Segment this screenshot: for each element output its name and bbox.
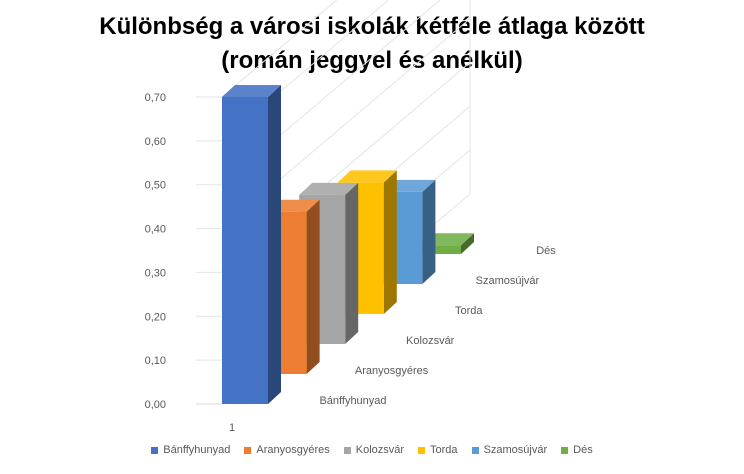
y-tick-label: 0,70 bbox=[145, 92, 166, 104]
legend-swatch bbox=[418, 446, 426, 454]
y-tick-label: 0,10 bbox=[145, 355, 166, 367]
chart-title-line-1: Különbség a városi iskolák kétféle átlag… bbox=[99, 13, 645, 40]
legend-label: Dés bbox=[573, 444, 593, 456]
series-axis-label-5: Dés bbox=[536, 245, 556, 257]
legend-swatch bbox=[471, 446, 479, 454]
bar-side-2 bbox=[345, 182, 359, 344]
y-tick-label: 0,30 bbox=[145, 267, 166, 279]
bar-side-1 bbox=[306, 199, 320, 374]
bar-side-0 bbox=[268, 85, 281, 404]
legend-swatch bbox=[343, 446, 351, 454]
chart-plot: 0,00 0,10 0,20 0,30 0,40 0,50 0,60 0,70 1 Dés Szam… bbox=[145, 0, 556, 434]
legend-swatch bbox=[151, 446, 159, 454]
bar-5 bbox=[415, 245, 461, 254]
y-tick-label: 0,40 bbox=[145, 224, 166, 236]
y-tick-label: 0,60 bbox=[145, 136, 166, 148]
y-tick-label: 0,20 bbox=[145, 311, 166, 323]
y-tick-label: 0,00 bbox=[145, 399, 166, 411]
legend-label: Bánffyhunyad bbox=[163, 444, 231, 456]
legend-label: Torda bbox=[430, 444, 458, 456]
bar-top-2 bbox=[299, 182, 359, 195]
bar-side-3 bbox=[383, 170, 397, 314]
series-axis-label-0: Bánffyhunyad bbox=[319, 395, 386, 407]
legend-item: Aranyosgyéres bbox=[244, 444, 330, 456]
series-axis-label-3: Torda bbox=[455, 305, 483, 317]
legend-item: Szamosújvár bbox=[471, 444, 548, 456]
bar-top-3 bbox=[337, 170, 397, 183]
legend-item: Dés bbox=[561, 444, 593, 456]
chart-title-line-2: (román jeggyel és anélkül) bbox=[221, 47, 523, 74]
legend-label: Aranyosgyéres bbox=[256, 444, 330, 456]
legend-item: Kolozsvár bbox=[343, 444, 405, 456]
chart-legend: Bánffyhunyad Aranyosgyéres Kolozsvár Torda S… bbox=[0, 444, 744, 456]
legend-swatch bbox=[561, 446, 569, 454]
legend-swatch bbox=[244, 446, 252, 454]
bar-0 bbox=[222, 97, 268, 404]
series-axis-label-4: Szamosújvár bbox=[476, 275, 540, 287]
series-axis-label-2: Kolozsvár bbox=[406, 335, 455, 347]
bar-side-5 bbox=[461, 233, 474, 254]
legend-label: Szamosújvár bbox=[483, 444, 548, 456]
bar-side-4 bbox=[422, 179, 436, 284]
legend-item: Bánffyhunyad bbox=[151, 444, 230, 456]
legend-item: Torda bbox=[418, 444, 458, 456]
series-axis-label-1: Aranyosgyéres bbox=[355, 365, 429, 377]
chart-title: Különbség a városi iskolák kétféle átlag… bbox=[0, 10, 744, 78]
legend-label: Kolozsvár bbox=[355, 444, 405, 456]
grid-line-depth bbox=[221, 0, 338, 98]
x-tick-label: 1 bbox=[229, 422, 235, 434]
bar-top-0 bbox=[222, 85, 281, 97]
y-tick-label: 0,50 bbox=[145, 180, 166, 192]
